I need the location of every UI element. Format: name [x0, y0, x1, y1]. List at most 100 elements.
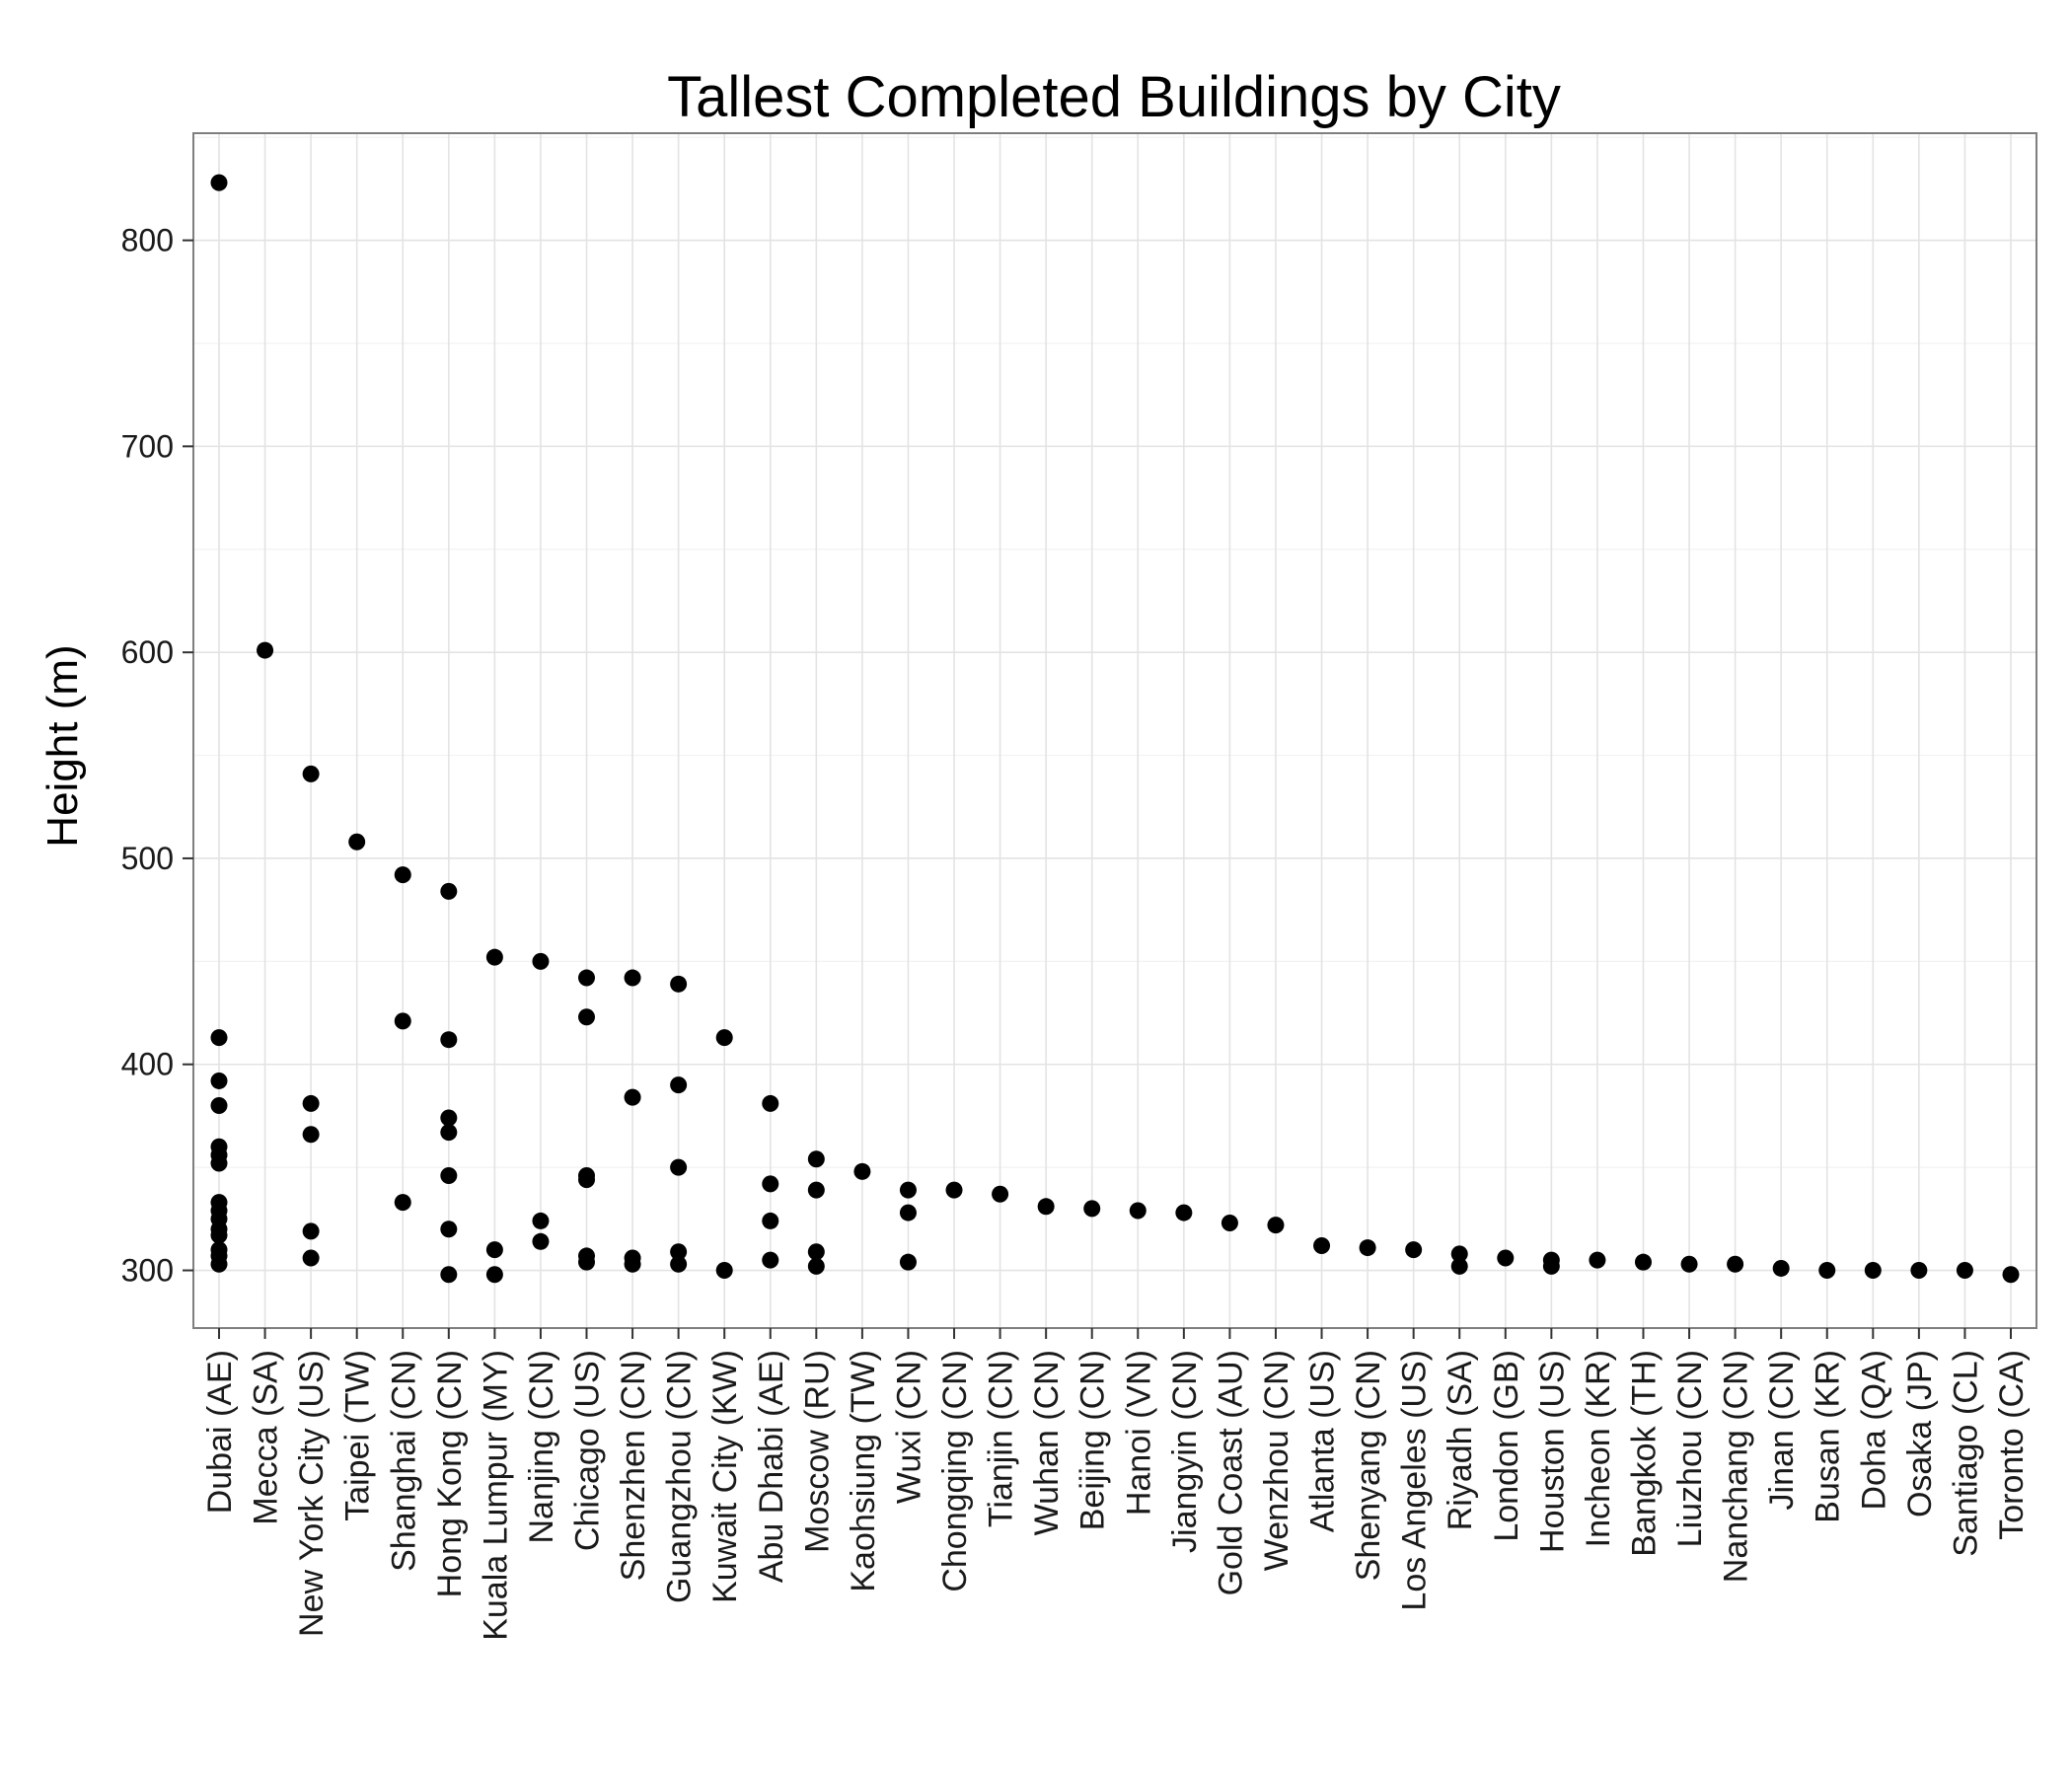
data-point [1910, 1262, 1928, 1280]
data-point [762, 1212, 779, 1229]
data-point [2002, 1266, 2020, 1284]
data-point [624, 1088, 641, 1106]
data-point [624, 1255, 641, 1273]
x-tick-label: Mecca (SA) [248, 1350, 285, 1525]
data-point [440, 1166, 458, 1184]
data-point [1359, 1239, 1376, 1257]
data-point [807, 1150, 825, 1168]
x-tick-label: Guangzhou (CN) [661, 1350, 699, 1603]
y-tick-label: 500 [121, 841, 174, 876]
data-point [1129, 1202, 1147, 1220]
data-point [762, 1251, 779, 1269]
data-point [670, 1158, 688, 1176]
x-tick-label: Osaka (JP) [1901, 1350, 1939, 1517]
data-point [532, 952, 550, 970]
data-point [210, 174, 228, 191]
x-tick-label: Wuxi (CN) [890, 1350, 927, 1504]
data-point [899, 1253, 917, 1271]
x-tick-label: Beijing (CN) [1074, 1350, 1112, 1530]
data-point [440, 1221, 458, 1238]
y-axis-label: Height (m) [38, 644, 87, 847]
x-tick-label: Shanghai (CN) [385, 1350, 422, 1572]
data-point [394, 1012, 411, 1030]
data-point [440, 1266, 458, 1284]
x-tick-label: Atlanta (US) [1304, 1350, 1342, 1532]
x-tick-label: Riyadh (SA) [1442, 1350, 1479, 1530]
x-tick-label: Kaohsiung (TW) [845, 1350, 882, 1592]
data-point [807, 1243, 825, 1261]
data-point [302, 1249, 320, 1267]
data-point [1956, 1262, 1973, 1280]
x-tick-label: London (GB) [1488, 1350, 1525, 1542]
data-point [210, 1255, 228, 1273]
x-tick-label: Houston (US) [1533, 1350, 1571, 1553]
data-point [440, 882, 458, 900]
data-point [670, 975, 688, 993]
x-tick-label: Bangkok (TH) [1625, 1350, 1663, 1557]
x-tick-label: Wuhan (CN) [1028, 1350, 1066, 1535]
x-tick-label: Nanchang (CN) [1718, 1350, 1755, 1583]
data-point [670, 1255, 688, 1273]
data-point [302, 1126, 320, 1144]
data-point [1497, 1249, 1515, 1267]
x-tick-label: Santiago (CL) [1947, 1350, 1984, 1557]
x-tick-label: Toronto (CA) [1993, 1350, 2031, 1540]
x-tick-label: Hanoi (VN) [1120, 1350, 1157, 1516]
data-point [1175, 1204, 1193, 1221]
x-tick-label: Los Angeles (US) [1396, 1350, 1434, 1611]
x-tick-label: Gold Coast (AU) [1212, 1350, 1249, 1595]
data-point [1542, 1257, 1560, 1275]
data-point [853, 1162, 871, 1180]
data-point [624, 969, 641, 987]
data-point [1267, 1217, 1285, 1234]
data-point [715, 1029, 733, 1047]
x-tick-label: Wenzhou (CN) [1258, 1350, 1295, 1571]
data-point [440, 1031, 458, 1049]
x-tick-label: Dubai (AE) [201, 1350, 239, 1514]
x-tick-label: Liuzhou (CN) [1671, 1350, 1709, 1547]
data-point [1772, 1259, 1790, 1277]
data-point [945, 1181, 963, 1199]
y-tick-label: 400 [121, 1047, 174, 1082]
data-point [210, 1154, 228, 1172]
x-tick-label: Jiangyin (CN) [1166, 1350, 1204, 1553]
x-tick-label: Jinan (CN) [1763, 1350, 1801, 1510]
data-point [762, 1094, 779, 1112]
x-tick-label: Incheon (KR) [1580, 1350, 1617, 1547]
x-tick-label: Moscow (RU) [798, 1350, 836, 1553]
data-point [1864, 1262, 1882, 1280]
y-tick-label: 300 [121, 1253, 174, 1289]
data-point [578, 1253, 596, 1271]
data-point [348, 833, 366, 851]
plot-panel-border [192, 132, 2037, 1329]
data-point [485, 948, 503, 966]
x-tick-label: Taipei (TW) [339, 1350, 377, 1521]
data-point [440, 1109, 458, 1127]
data-point [302, 1222, 320, 1240]
y-tick-label: 700 [121, 428, 174, 464]
axes: 300 400 500 600 700 800 Dubai (AE) Mecca (SA) Ne… [121, 223, 2031, 1641]
y-tick-label: 800 [121, 223, 174, 259]
data-point [532, 1232, 550, 1250]
data-point [1680, 1255, 1698, 1273]
x-tick-label: Tianjin (CN) [983, 1350, 1020, 1527]
x-tick-label: Abu Dhabi (AE) [753, 1350, 790, 1583]
x-tick-label: Shenyang (CN) [1350, 1350, 1387, 1581]
chart-title: Tallest Completed Buildings by City [667, 65, 1561, 129]
data-point [302, 1094, 320, 1112]
data-point [578, 969, 596, 987]
data-point [394, 1194, 411, 1212]
data-point [257, 641, 274, 659]
x-tick-label: Kuwait City (KW) [706, 1350, 744, 1603]
x-tick-label: Doha (QA) [1855, 1350, 1892, 1511]
data-point [440, 1124, 458, 1142]
x-tick-label: Nanjing (CN) [523, 1350, 560, 1544]
data-point [899, 1204, 917, 1221]
data-point [578, 1171, 596, 1189]
data-point [1083, 1200, 1101, 1218]
data-point [210, 1226, 228, 1244]
data-point [1727, 1255, 1744, 1273]
data-point [532, 1212, 550, 1229]
